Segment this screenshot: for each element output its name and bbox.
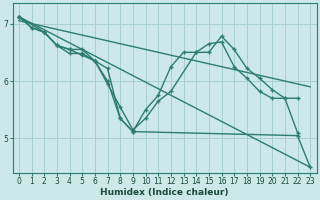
X-axis label: Humidex (Indice chaleur): Humidex (Indice chaleur) [100,188,229,197]
